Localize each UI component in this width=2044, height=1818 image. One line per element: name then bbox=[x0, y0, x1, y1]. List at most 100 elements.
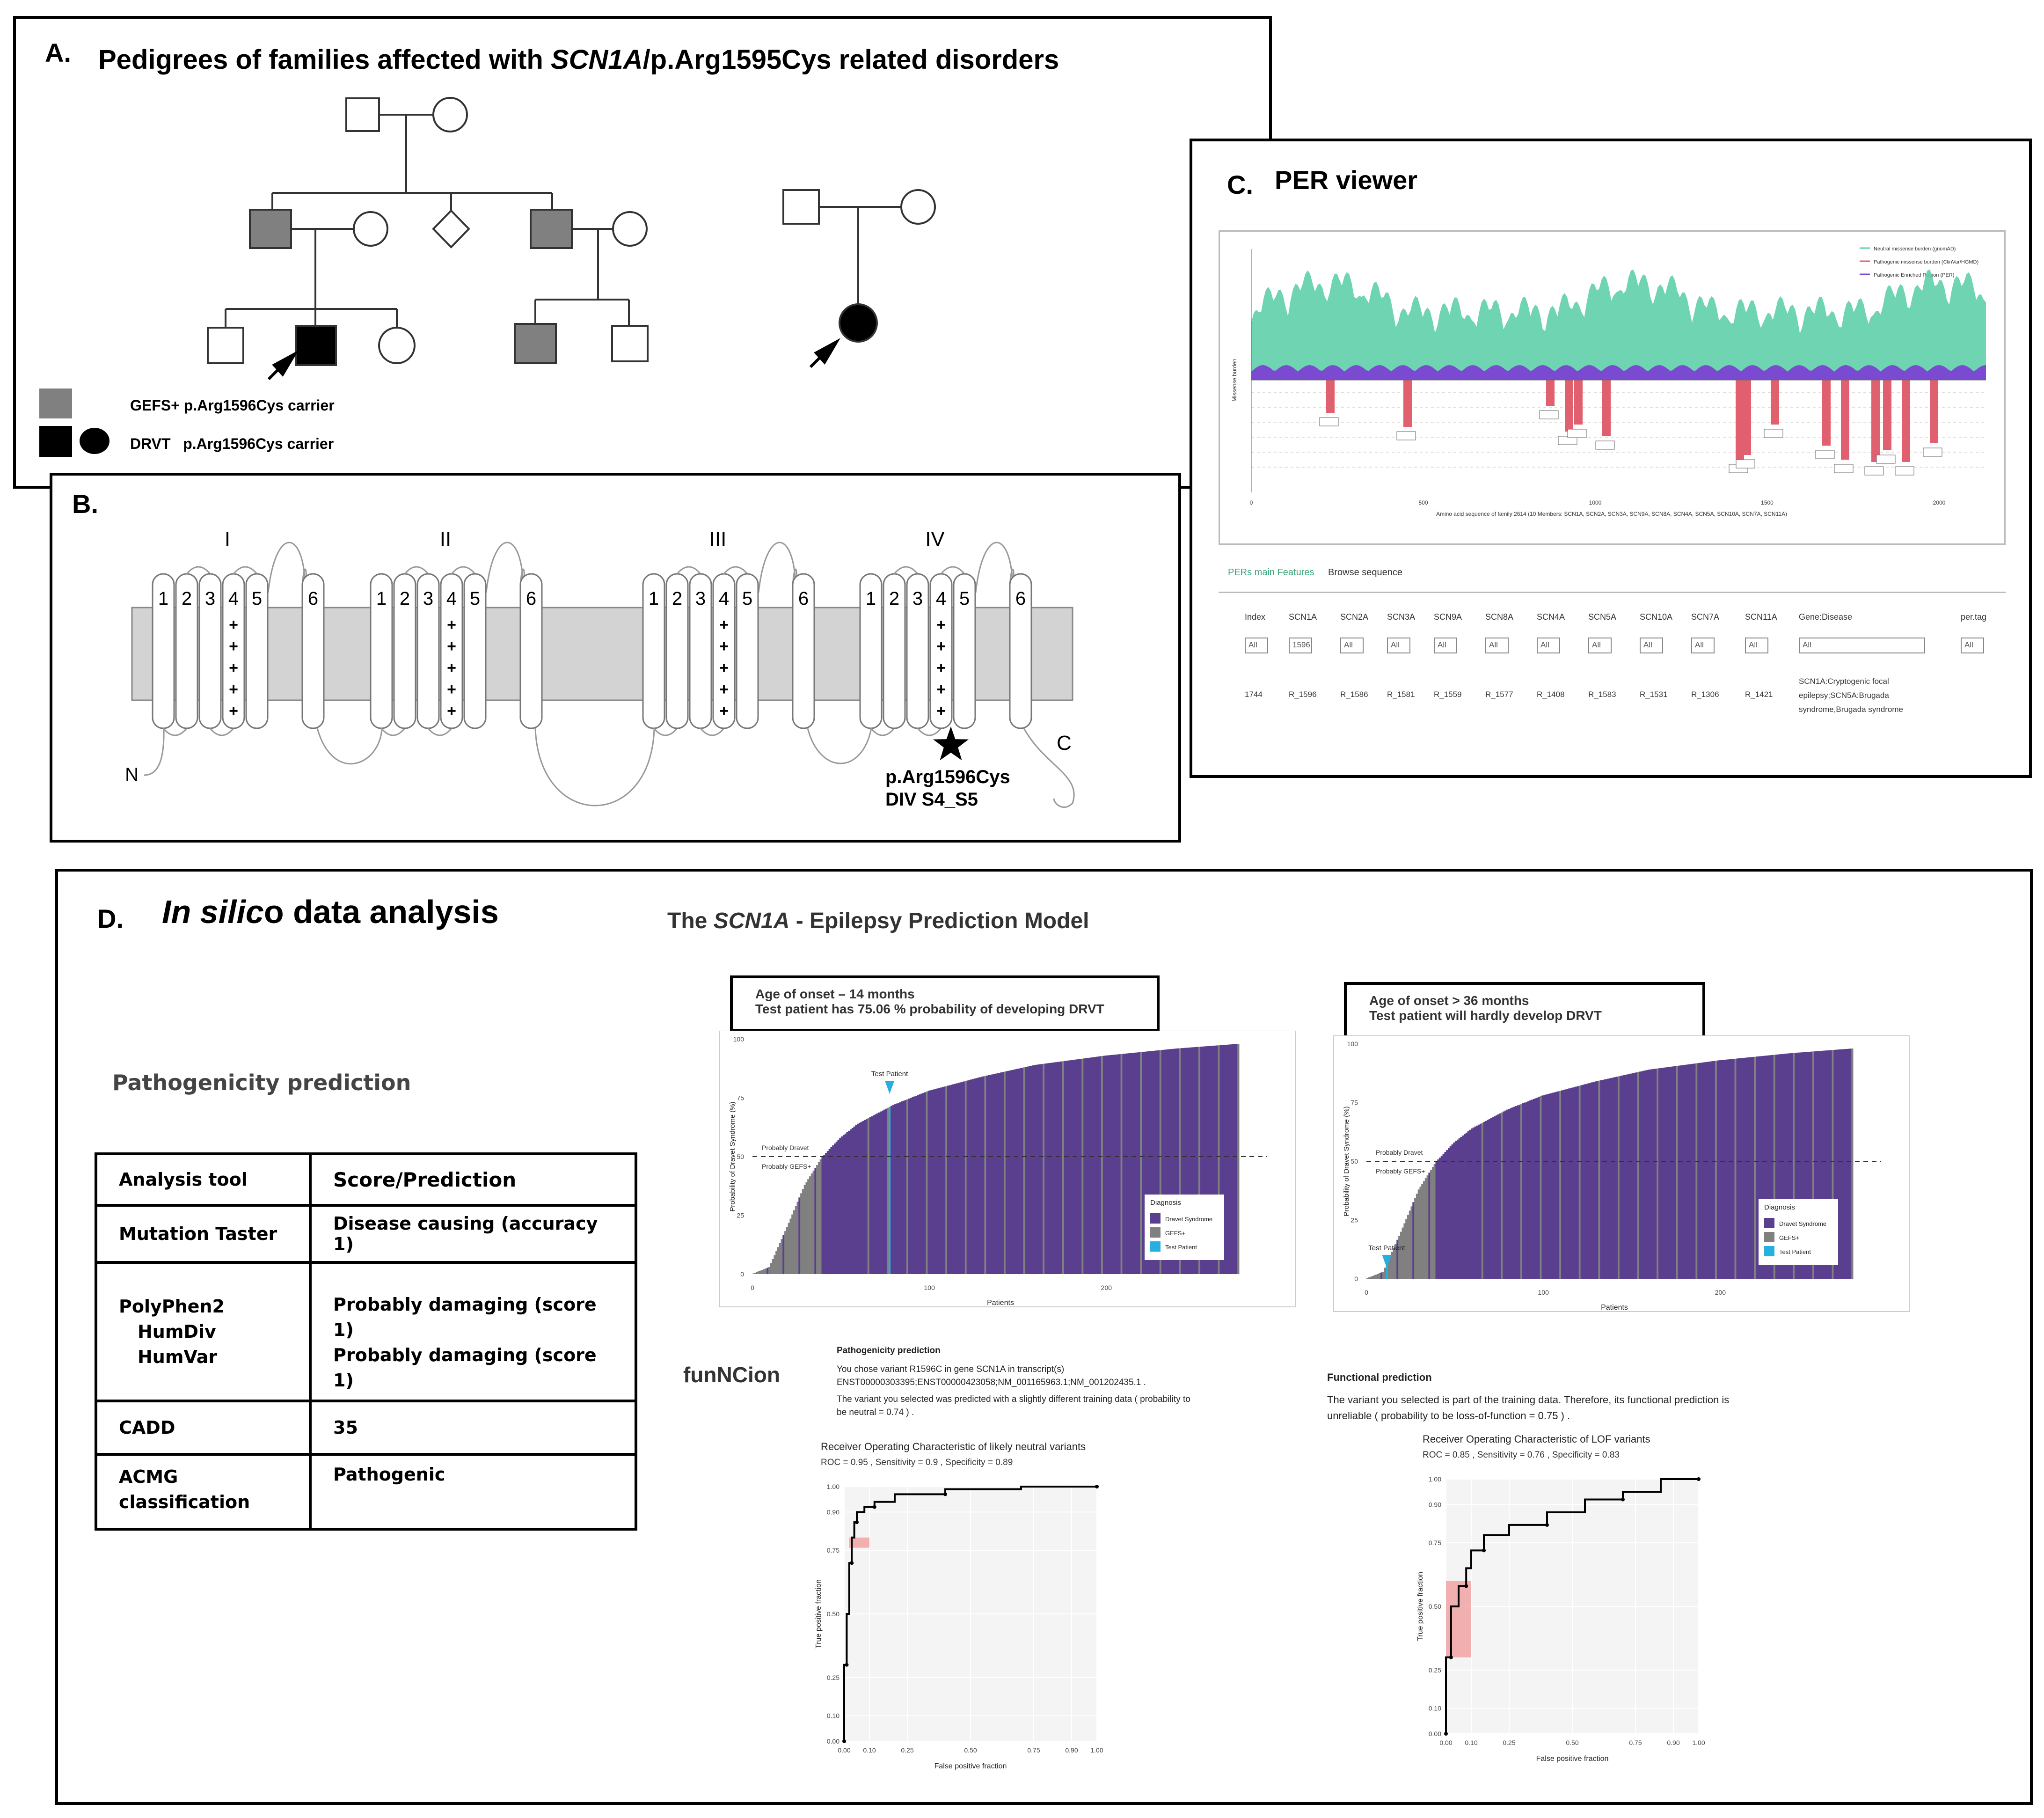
patient-bar bbox=[1540, 1096, 1542, 1279]
patient-bar bbox=[1784, 1054, 1786, 1279]
patient-bar bbox=[1676, 1066, 1679, 1279]
patient-bar bbox=[1531, 1100, 1533, 1279]
patient-bar bbox=[1600, 1080, 1602, 1279]
patient-bar bbox=[809, 1176, 811, 1274]
patient-bar bbox=[1232, 1044, 1234, 1274]
model-legend-label: GEFS+ bbox=[1779, 1234, 1799, 1241]
patient-bar bbox=[876, 1113, 878, 1274]
roc-subtitle: ROC = 0.85 , Sensitivity = 0.76 , Specif… bbox=[1423, 1450, 1620, 1460]
patient-bar bbox=[1081, 1058, 1084, 1274]
patient-bar bbox=[1195, 1047, 1197, 1274]
patient-bar bbox=[1183, 1048, 1185, 1274]
per-filter-input[interactable]: All bbox=[1640, 638, 1663, 653]
per-filter-input[interactable]: All bbox=[1745, 638, 1768, 653]
patient-bar bbox=[784, 1231, 787, 1274]
patient-bar bbox=[906, 1099, 909, 1274]
test-patient-arrow-icon bbox=[1382, 1254, 1392, 1268]
patient-bar bbox=[1683, 1065, 1686, 1279]
patient-bar bbox=[977, 1078, 979, 1274]
patient-bar bbox=[1412, 1202, 1415, 1279]
patient-bar bbox=[1458, 1138, 1460, 1279]
patient-bar bbox=[789, 1218, 792, 1274]
patient-bar bbox=[1428, 1173, 1431, 1279]
patient-bar bbox=[1747, 1057, 1749, 1279]
per-filter-input[interactable]: All bbox=[1691, 638, 1715, 653]
patient-bar bbox=[1002, 1072, 1004, 1274]
patient-bar bbox=[1036, 1064, 1038, 1274]
patient-bar bbox=[1190, 1047, 1192, 1274]
per-filter-input[interactable]: All bbox=[1245, 638, 1268, 653]
patient-bar bbox=[1111, 1055, 1114, 1274]
patient-bar bbox=[1589, 1083, 1591, 1279]
patient-bar bbox=[1080, 1059, 1082, 1274]
per-filter-input[interactable]: All bbox=[1799, 638, 1925, 653]
pathogenic-burden-spike bbox=[1565, 380, 1573, 432]
per-tab-browse[interactable]: Browse sequence bbox=[1328, 567, 1402, 578]
per-filter-input[interactable]: All bbox=[1485, 638, 1509, 653]
patient-bar bbox=[1704, 1062, 1707, 1279]
patient-bar bbox=[756, 1272, 758, 1274]
per-filter-input[interactable]: All bbox=[1537, 638, 1560, 653]
patient-bar bbox=[1554, 1092, 1556, 1279]
patient-bar bbox=[1699, 1063, 1701, 1279]
patient-bar bbox=[1101, 1056, 1103, 1274]
pedigree-female-ii5 bbox=[612, 211, 648, 247]
patient-bar bbox=[1219, 1045, 1222, 1274]
patient-bar bbox=[1175, 1048, 1178, 1274]
roc-y-tick: 0.50 bbox=[1429, 1603, 1441, 1610]
polyphen-humvar: HumVar bbox=[138, 1347, 218, 1367]
per-filter-input[interactable]: All bbox=[1387, 638, 1410, 653]
patient-bar bbox=[1060, 1061, 1063, 1274]
model-title-post: - Epilepsy Prediction Model bbox=[789, 909, 1089, 933]
pathogenic-burden-spike bbox=[1326, 380, 1335, 413]
patient-bar bbox=[1207, 1046, 1210, 1274]
per-tab-main[interactable]: PERs main Features bbox=[1228, 567, 1314, 578]
patient-bar bbox=[1449, 1146, 1452, 1279]
per-filter-input[interactable]: All bbox=[1340, 638, 1364, 653]
patient-bar bbox=[1555, 1092, 1558, 1279]
patient-bar bbox=[1490, 1118, 1492, 1279]
per-filter-input[interactable]: All bbox=[1588, 638, 1612, 653]
per-filter-input[interactable]: 1596 bbox=[1289, 638, 1312, 653]
segment-label: 3 bbox=[912, 588, 923, 609]
patient-bar bbox=[1197, 1047, 1199, 1274]
patient-bar bbox=[1025, 1067, 1027, 1274]
patient-bar bbox=[1779, 1054, 1781, 1279]
patient-bar bbox=[920, 1093, 923, 1274]
segment-label: 6 bbox=[308, 588, 318, 609]
patient-bar bbox=[927, 1091, 930, 1274]
patient-bar bbox=[1635, 1072, 1638, 1279]
per-filter-input[interactable]: All bbox=[1961, 638, 1984, 653]
roc-y-tick: 0.25 bbox=[827, 1674, 840, 1681]
patient-bar bbox=[1403, 1223, 1406, 1279]
roc-y-tick: 0.10 bbox=[1429, 1705, 1441, 1712]
patient-bar bbox=[788, 1223, 790, 1274]
per-table-header: SCN2A bbox=[1340, 612, 1369, 622]
pathogenic-burden-spike bbox=[1771, 380, 1779, 425]
patient-bar bbox=[883, 1109, 886, 1274]
patient-bar bbox=[1764, 1056, 1767, 1279]
per-band-area bbox=[1251, 365, 1986, 380]
per-table-cell: R_1408 bbox=[1537, 690, 1565, 699]
patient-bar bbox=[931, 1090, 934, 1274]
patient-bar bbox=[1372, 1276, 1374, 1279]
segment-label: 5 bbox=[470, 588, 480, 609]
patient-bar bbox=[834, 1143, 836, 1274]
patient-bar bbox=[1727, 1059, 1730, 1279]
patient-bar bbox=[950, 1085, 953, 1274]
patient-bar bbox=[1366, 1278, 1369, 1279]
patient-bar bbox=[1591, 1082, 1593, 1279]
patient-bar bbox=[1444, 1151, 1446, 1279]
patient-bar bbox=[899, 1102, 902, 1274]
charge-plus: + bbox=[447, 616, 456, 634]
patient-bar bbox=[1228, 1044, 1231, 1274]
onset-box-2: Age of onset > 36 months Test patient wi… bbox=[1344, 982, 1705, 1038]
model-legend-swatch bbox=[1764, 1218, 1774, 1228]
legend-drvt-square bbox=[39, 426, 72, 457]
model-legend-title: Diagnosis bbox=[1764, 1203, 1795, 1211]
patient-bar bbox=[1430, 1170, 1432, 1279]
y-axis-label: Probability of Dravet Syndrome (%) bbox=[1343, 1106, 1350, 1216]
per-table-cell: R_1559 bbox=[1434, 690, 1462, 699]
p-loop bbox=[485, 542, 525, 602]
per-filter-input[interactable]: All bbox=[1434, 638, 1457, 653]
